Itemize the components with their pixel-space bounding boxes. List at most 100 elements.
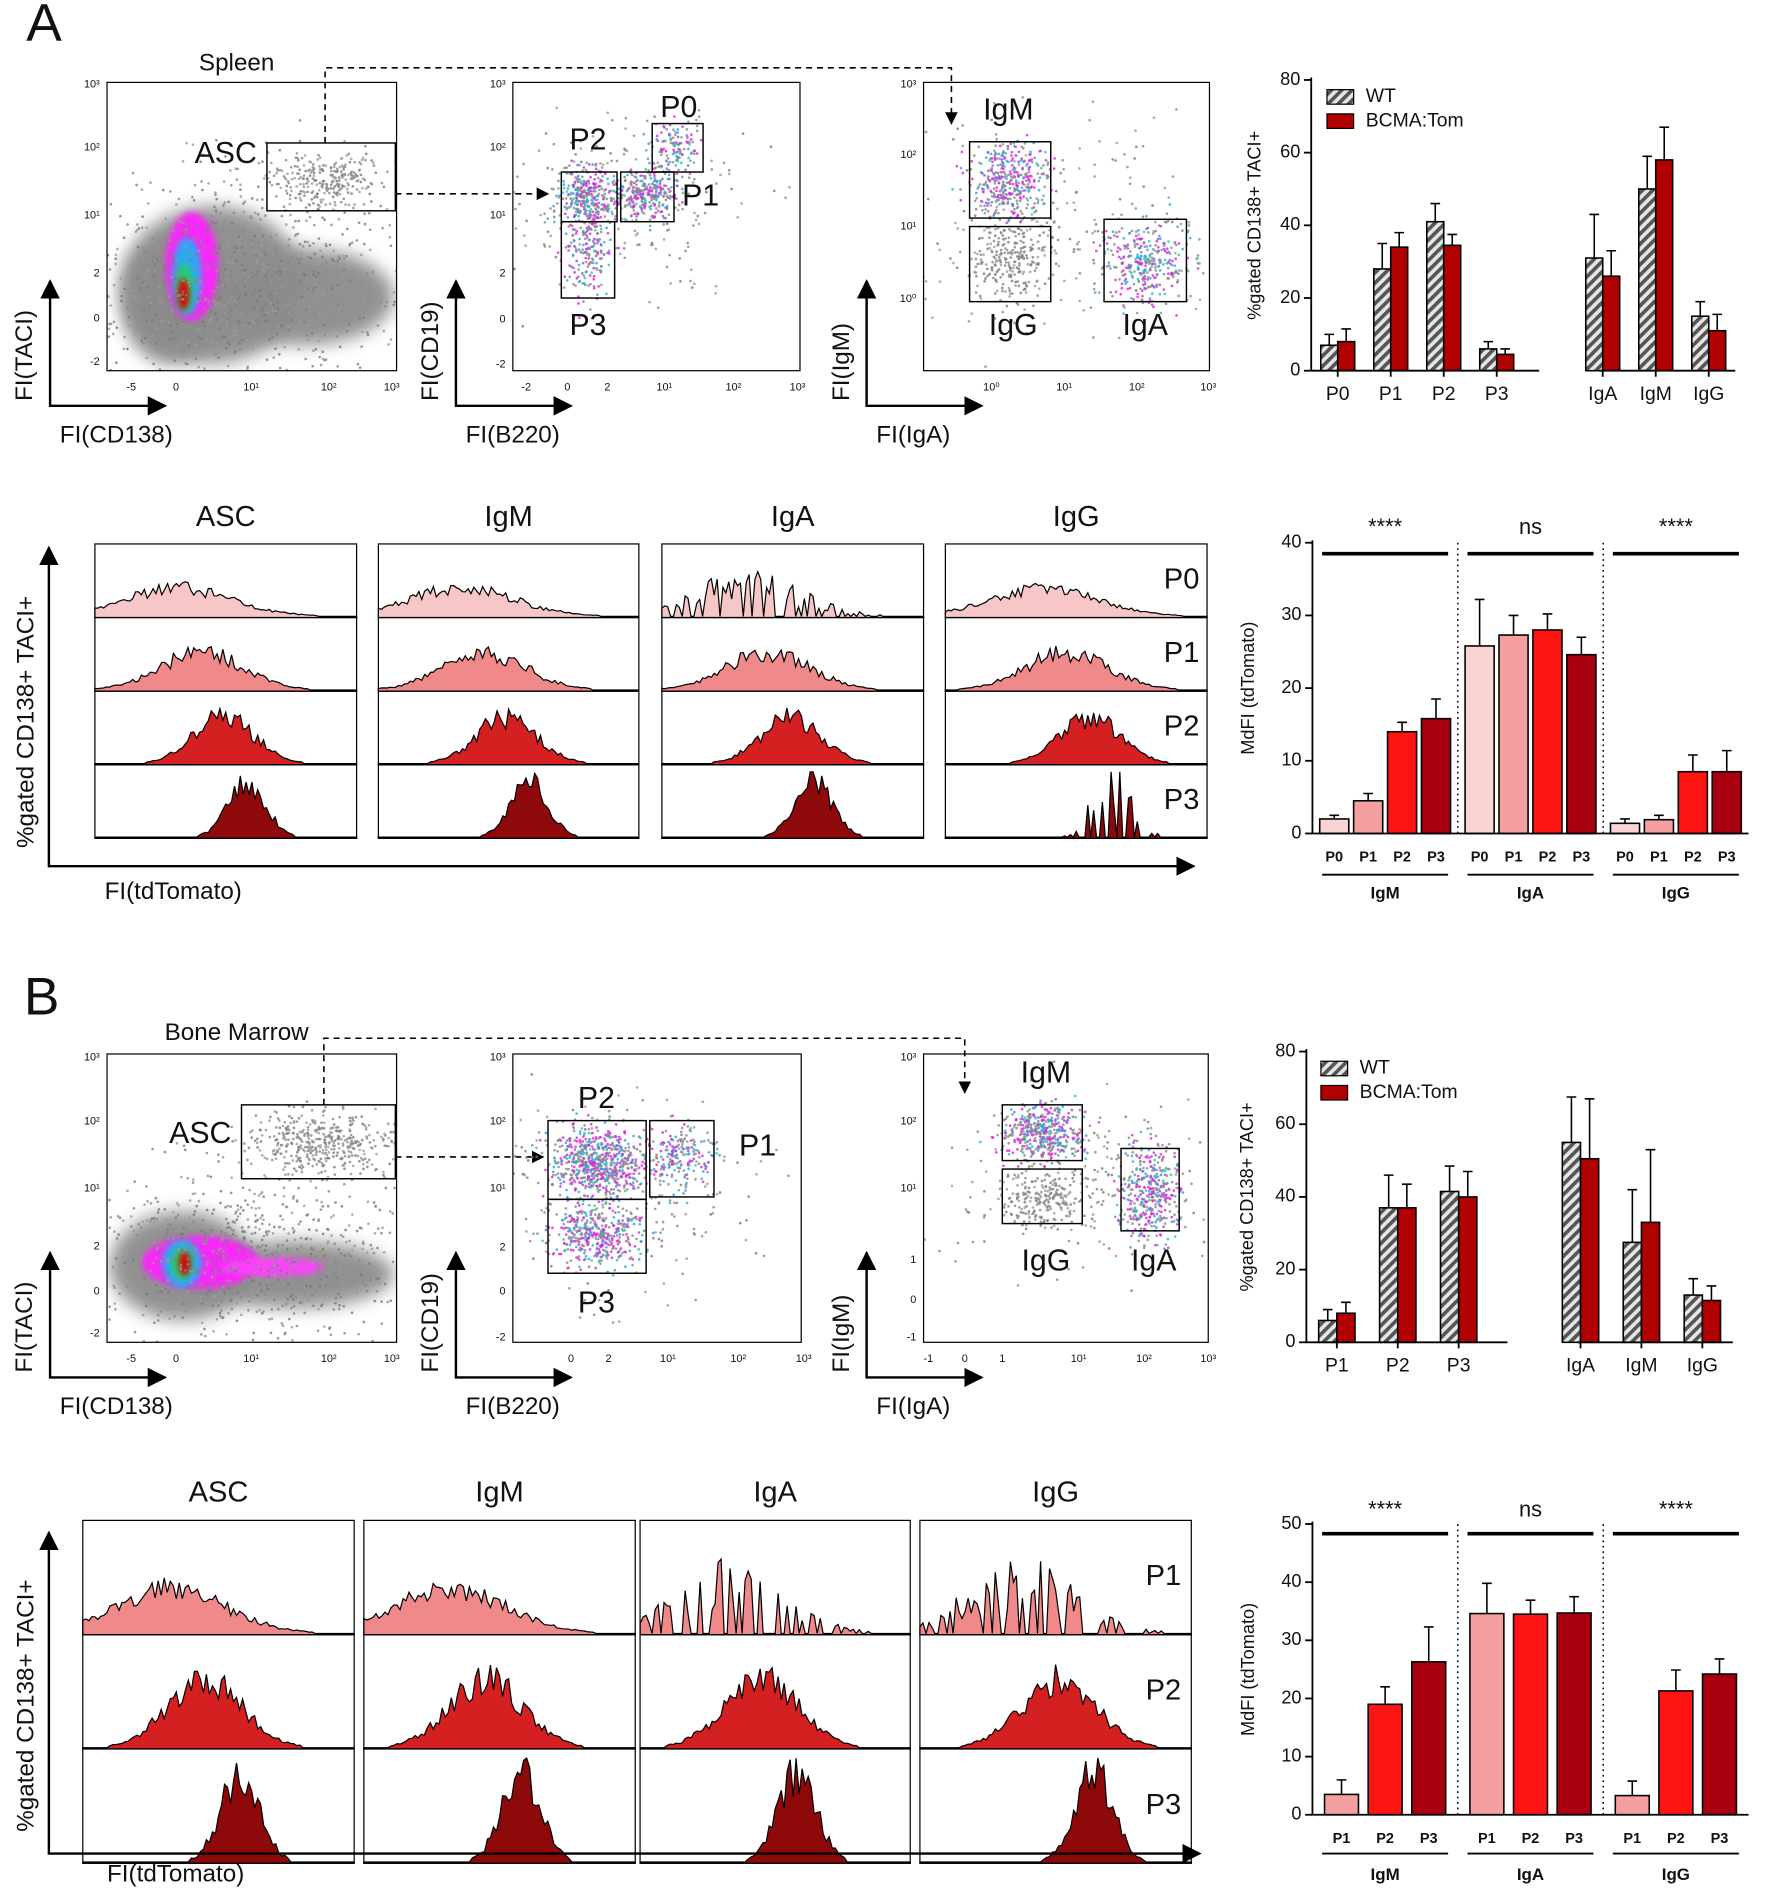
event-dot [685,128,689,131]
event-dot [636,232,640,235]
event-dot [340,157,343,160]
event-dot [1173,251,1177,255]
event-dot [304,169,307,173]
event-dot [599,265,603,268]
event-dot [603,189,606,192]
event-dot [1133,157,1136,160]
event-dot [1157,245,1160,249]
event-dot [634,189,638,192]
event-dot [140,339,144,343]
event-dot [608,1202,612,1206]
event-dot [978,294,982,298]
event-dot [1109,249,1113,252]
event-dot [568,1286,571,1290]
event-dot [139,1226,143,1230]
event-dot [692,161,696,164]
event-dot [280,259,283,263]
event-dot [262,1234,266,1238]
event-dot [345,254,348,258]
event-dot [268,1223,271,1226]
event-dot [310,182,314,185]
event-dot [1125,266,1128,270]
event-dot [363,294,367,297]
event-dot [324,1135,327,1139]
event-dot [126,306,129,310]
event-dot [996,226,1000,230]
event-dot [978,161,981,165]
event-dot [256,1277,260,1281]
event-dot [382,185,386,189]
event-dot [134,230,138,234]
event-dot [237,283,241,287]
event-dot [297,1136,301,1140]
event-dot [308,244,312,248]
event-dot [244,268,248,272]
event-dot [1033,269,1037,273]
event-dot [621,1214,625,1218]
event-dot [280,214,284,218]
event-dot [289,1121,293,1125]
event-dot [311,1149,314,1153]
event-dot [305,1237,309,1240]
event-dot [338,187,342,190]
event-dot [226,364,230,368]
event-dot [1030,207,1034,210]
event-dot [635,183,638,187]
event-dot [559,1172,563,1176]
event-dot [1008,197,1012,201]
event-dot [367,211,371,215]
event-dot [234,1212,237,1215]
event-dot [211,221,215,224]
event-dot [1016,227,1020,230]
event-dot [1000,158,1004,161]
event-dot [595,185,598,189]
event-dot [1159,311,1163,315]
event-dot [1057,225,1061,229]
event-dot [173,1256,176,1259]
event-dot [276,1264,279,1268]
event-dot [299,199,303,202]
event-dot [279,1214,282,1218]
event-dot [243,252,246,256]
event-dot [281,1202,285,1206]
event-dot [359,283,362,286]
event-dot [959,198,963,202]
event-dot [1132,239,1136,242]
y-tick-label: 0 [94,1285,100,1297]
event-dot [212,1329,215,1333]
event-dot [1150,303,1154,307]
event-dot [1030,158,1034,161]
gate-label: IgM [983,93,1033,126]
event-dot [184,1235,187,1239]
event-dot [1109,236,1112,240]
event-dot [643,204,647,208]
event-dot [1001,310,1005,314]
event-dot [975,196,979,200]
event-dot [543,212,546,216]
event-dot [591,1136,595,1140]
event-dot [1010,154,1013,157]
event-dot [236,167,239,171]
event-dot [185,141,188,145]
event-dot [306,1125,310,1129]
event-dot [275,1111,279,1114]
event-dot [284,158,288,162]
event-dot [1164,302,1168,306]
event-dot [249,215,253,218]
event-dot [1025,179,1028,182]
event-dot [260,1245,264,1248]
event-dot [194,357,198,360]
event-dot [596,1162,599,1166]
event-dot [693,149,697,153]
event-dot [1011,157,1015,160]
event-dot [287,328,291,332]
event-dot [349,1143,352,1147]
event-dot [324,1141,327,1145]
event-dot [1025,196,1028,200]
event-dot [332,1141,336,1144]
event-dot [275,167,279,171]
event-dot [537,149,541,153]
event-dot [250,197,254,200]
x-tick-label: 10³ [790,382,806,394]
event-dot [247,322,251,325]
